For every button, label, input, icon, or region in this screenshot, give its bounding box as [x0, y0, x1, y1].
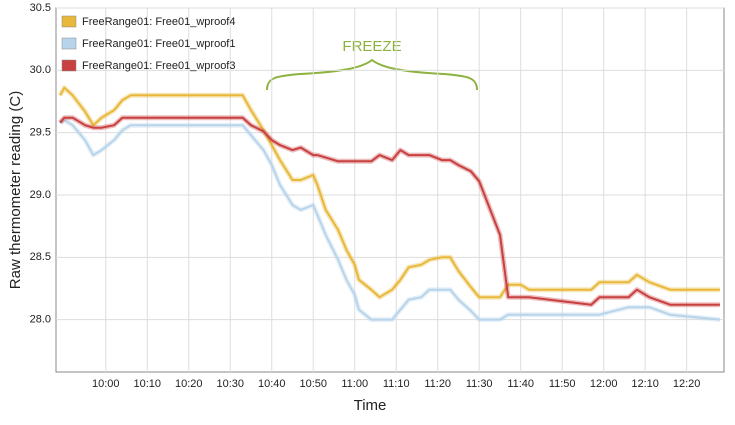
x-axis-title: Time: [354, 397, 387, 414]
x-tick-label: 10:40: [258, 378, 286, 390]
x-tick-label: 10:10: [134, 378, 162, 390]
legend-label: FreeRange01: Free01_wproof1: [82, 38, 235, 50]
y-tick-label: 29.5: [30, 127, 51, 139]
y-axis-title: Raw thermometer reading (C): [7, 91, 24, 289]
x-tick-label: 12:10: [631, 378, 659, 390]
x-tick-label: 10:50: [299, 378, 327, 390]
line: [59, 86, 720, 299]
x-tick-label: 11:10: [383, 378, 410, 390]
x-tick-label: 10:30: [216, 378, 244, 390]
grid: [56, 7, 724, 372]
x-tick-label: 10:20: [175, 378, 203, 390]
y-tick-label: 30.0: [30, 64, 51, 76]
legend-label: FreeRange01: Free01_wproof3: [82, 60, 235, 72]
x-tick-label: 11:40: [507, 378, 534, 390]
y-tick-label: 30.5: [30, 2, 51, 14]
x-tick-label: 11:50: [549, 378, 576, 390]
x-tick-label: 11:30: [466, 378, 493, 390]
x-tick-label: 12:20: [673, 378, 701, 390]
line: [59, 116, 720, 306]
y-tick-label: 28.0: [30, 314, 51, 326]
legend-swatch: [61, 59, 77, 72]
x-tick-label: 10:00: [92, 378, 120, 390]
line: [59, 119, 720, 321]
annotation: FREEZE: [342, 38, 401, 55]
legend-swatch: [61, 37, 77, 50]
y-tick-label: 28.5: [30, 251, 51, 263]
legend-label: FreeRange01: Free01_wproof4: [82, 16, 235, 28]
freeze-brace: [266, 58, 478, 91]
x-tick-label: 11:20: [424, 378, 451, 390]
x-tick-label: 11:00: [341, 378, 368, 390]
legend-swatch: [61, 15, 77, 28]
y-tick-label: 29.0: [30, 189, 51, 201]
x-tick-label: 12:00: [590, 378, 618, 390]
